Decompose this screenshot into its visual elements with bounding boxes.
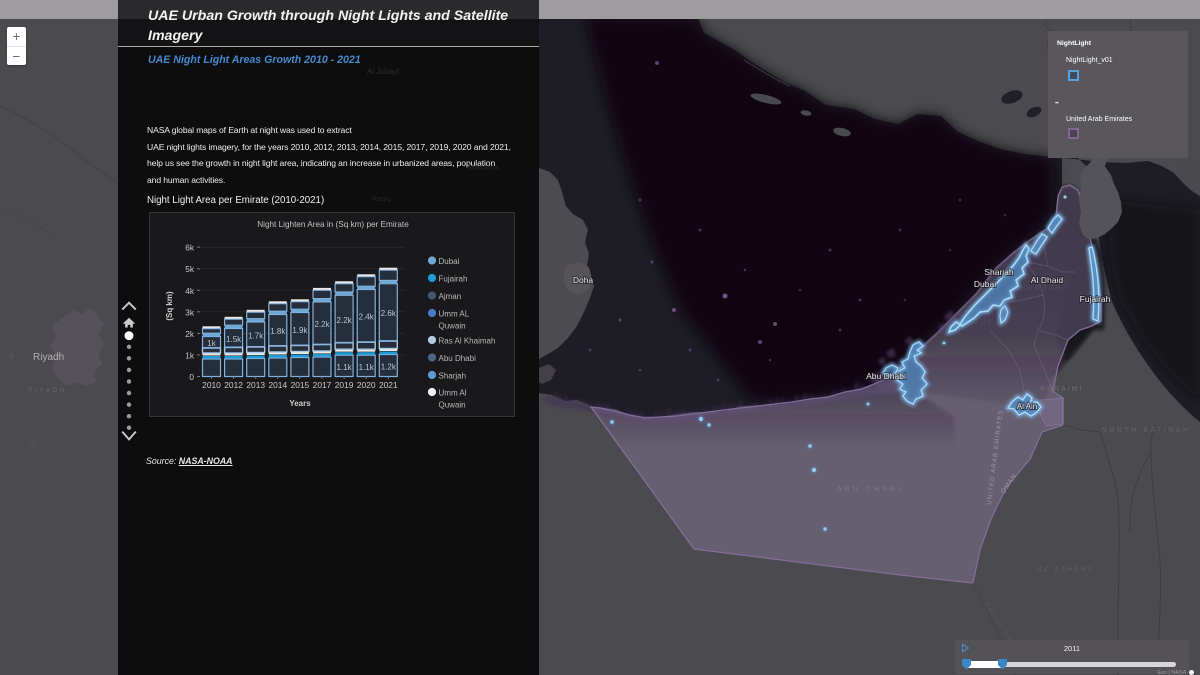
svg-text:Dubai: Dubai bbox=[439, 257, 460, 266]
svg-text:Quwain: Quwain bbox=[439, 401, 466, 410]
svg-text:1k: 1k bbox=[185, 350, 195, 360]
svg-text:2010: 2010 bbox=[202, 380, 221, 390]
svg-text:6k: 6k bbox=[185, 243, 195, 253]
svg-text:Quwain: Quwain bbox=[439, 322, 466, 331]
svg-text:Al Ain: Al Ain bbox=[1017, 402, 1037, 411]
svg-text:2k: 2k bbox=[185, 329, 195, 339]
svg-text:3k: 3k bbox=[185, 307, 195, 317]
svg-text:2014: 2014 bbox=[268, 380, 287, 390]
svg-text:4k: 4k bbox=[185, 286, 195, 296]
svg-text:Sharjah: Sharjah bbox=[984, 267, 1014, 277]
svg-text:Ras Al Khaimah: Ras Al Khaimah bbox=[439, 337, 496, 346]
svg-text:1.2k: 1.2k bbox=[381, 363, 397, 372]
svg-text:1.7k: 1.7k bbox=[248, 331, 264, 340]
svg-text:2.4k: 2.4k bbox=[359, 313, 375, 322]
svg-text:NORTH BATINAH: NORTH BATINAH bbox=[1101, 427, 1190, 434]
svg-text:1.1k: 1.1k bbox=[337, 363, 353, 372]
svg-text:ABU DHABI: ABU DHABI bbox=[837, 484, 903, 493]
svg-text:2015: 2015 bbox=[291, 380, 310, 390]
svg-text:2012: 2012 bbox=[224, 380, 243, 390]
svg-text:0: 0 bbox=[189, 372, 194, 382]
svg-text:1.1k: 1.1k bbox=[359, 363, 375, 372]
svg-text:2020: 2020 bbox=[357, 380, 376, 390]
svg-text:Fujairah: Fujairah bbox=[1080, 294, 1111, 304]
svg-text:Riyadh: Riyadh bbox=[33, 352, 64, 363]
svg-text:AZ ZAHERA: AZ ZAHERA bbox=[1037, 566, 1094, 573]
svg-text:2019: 2019 bbox=[335, 380, 354, 390]
svg-text:SHARJAH: SHARJAH bbox=[1013, 285, 1063, 292]
svg-text:2021: 2021 bbox=[379, 380, 398, 390]
svg-text:1k: 1k bbox=[207, 339, 216, 348]
svg-text:2.2k: 2.2k bbox=[337, 316, 353, 325]
svg-text:Years: Years bbox=[289, 399, 311, 408]
svg-text:DUBAI: DUBAI bbox=[973, 319, 1004, 326]
svg-text:Night Lighten Area in (Sq km): Night Lighten Area in (Sq km) per Emirat… bbox=[257, 220, 409, 229]
svg-text:Al Dhaid: Al Dhaid bbox=[1031, 275, 1063, 285]
svg-text:(Sq km): (Sq km) bbox=[165, 291, 174, 321]
svg-text:2017: 2017 bbox=[313, 380, 332, 390]
svg-text:BURAIMI: BURAIMI bbox=[1040, 386, 1083, 393]
svg-text:Abu Dhabi: Abu Dhabi bbox=[866, 371, 906, 381]
svg-text:1.8k: 1.8k bbox=[270, 327, 286, 336]
svg-text:Fujairah: Fujairah bbox=[439, 275, 468, 284]
svg-text:5k: 5k bbox=[185, 264, 195, 274]
svg-text:Abu Dhabi: Abu Dhabi bbox=[439, 354, 477, 363]
svg-text:2013: 2013 bbox=[246, 380, 265, 390]
svg-text:Dubai: Dubai bbox=[974, 279, 996, 289]
svg-text:Ajman: Ajman bbox=[439, 292, 462, 301]
svg-text:Umm AL: Umm AL bbox=[439, 310, 470, 319]
svg-text:2.6k: 2.6k bbox=[381, 309, 397, 318]
svg-text:RIYADH: RIYADH bbox=[28, 387, 67, 394]
svg-text:Doha: Doha bbox=[573, 275, 594, 285]
svg-text:1.5k: 1.5k bbox=[226, 335, 242, 344]
svg-text:Umm Al: Umm Al bbox=[439, 389, 467, 398]
svg-text:1.9k: 1.9k bbox=[292, 326, 308, 335]
svg-text:Sharjah: Sharjah bbox=[439, 372, 467, 381]
svg-text:2.2k: 2.2k bbox=[314, 320, 330, 329]
